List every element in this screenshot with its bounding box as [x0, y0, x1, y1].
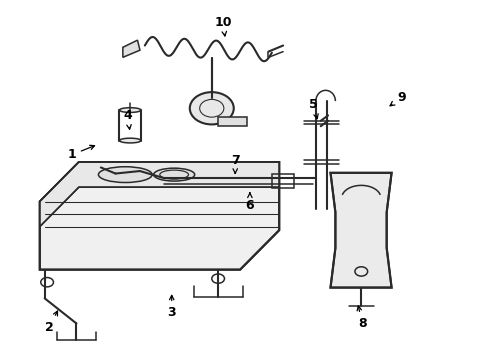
Text: 3: 3 — [168, 295, 176, 319]
Polygon shape — [123, 40, 140, 57]
Text: 2: 2 — [45, 311, 57, 333]
Ellipse shape — [98, 167, 152, 183]
Text: 7: 7 — [231, 154, 240, 173]
Text: 8: 8 — [357, 306, 367, 330]
Text: 4: 4 — [123, 109, 132, 129]
Text: 5: 5 — [309, 98, 318, 118]
Circle shape — [190, 92, 234, 125]
Ellipse shape — [120, 138, 141, 143]
Polygon shape — [40, 162, 279, 226]
Polygon shape — [331, 173, 392, 288]
Ellipse shape — [154, 168, 195, 181]
FancyBboxPatch shape — [218, 117, 247, 126]
Text: 6: 6 — [245, 193, 254, 212]
Polygon shape — [40, 162, 279, 270]
Text: 9: 9 — [390, 91, 406, 106]
Text: 10: 10 — [214, 16, 232, 36]
Ellipse shape — [120, 108, 141, 112]
Text: 1: 1 — [67, 145, 95, 161]
